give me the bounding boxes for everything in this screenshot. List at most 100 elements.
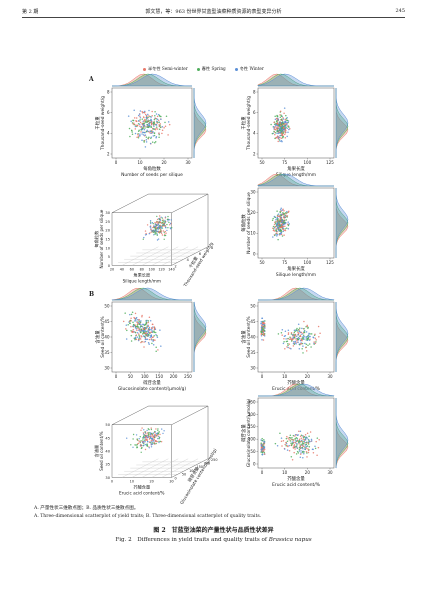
p7-point [134,444,136,446]
p3-point [148,233,150,235]
p3-xlabel-en: Silique length/mm [123,278,161,283]
p2-xtick-label: 125 [326,160,334,165]
p7-point [151,439,153,441]
p5-point [126,329,128,332]
p4-point [284,214,286,216]
p6-point [292,342,295,345]
p6-point [293,329,296,331]
p4-frame [257,187,335,259]
p5-point [141,333,144,335]
p1-point [144,127,146,129]
p3-xlabel-zh: 角果长度 [133,271,151,278]
p6-point [290,338,292,341]
p5-point [141,315,143,318]
p1-point [160,118,162,120]
p3-point [157,222,159,224]
p8-point [297,452,300,454]
p2-point [287,125,290,127]
p6-point [263,333,265,336]
p5-point [132,321,134,324]
p1-point [154,117,157,120]
p8-point [292,441,295,444]
p3-xtick-label: 80 [140,267,144,271]
p4-point [276,216,279,219]
p6-point [293,331,296,334]
p6-point [297,331,299,334]
p2-point [280,123,283,126]
p5-point [141,326,144,328]
p4-ytick-label: 20 [250,210,256,215]
p5-point [147,320,150,322]
p1-xtick-label: 0 [115,160,118,165]
p8-point [300,450,302,452]
p8-xtick-label: 30 [327,470,333,475]
p6-point [285,338,287,340]
p1-point [153,118,156,121]
p5-point [125,338,128,340]
p5-point [144,324,147,326]
p1-point [157,119,160,121]
legend-label-spring: 春性 Spring [201,66,226,71]
p1-point [145,117,148,120]
p1-point [141,127,144,130]
p1-point [150,119,152,121]
p3-point [146,224,149,226]
p8-point [261,448,264,450]
p1-point [134,125,137,128]
p6-point [304,336,306,338]
p8-point [261,451,264,454]
p5-point [142,331,145,334]
p2-point [282,132,284,134]
p2-point [283,112,285,115]
p2-point [280,115,283,117]
p6-point [260,320,263,323]
p5-point [145,334,147,336]
p7-point [142,437,144,439]
p8-point [303,436,306,438]
p2-ylabel-zh: 千粒重 [240,116,247,130]
p1-point [152,127,154,130]
p6-point [301,348,303,350]
p2-point [279,136,281,139]
p3-point [165,227,167,229]
p7-point [149,432,152,434]
p1-point [165,115,168,118]
p5-point [138,323,141,326]
p8-point [286,445,289,447]
p1-xtick-label: 30 [185,160,191,165]
p6-point [302,332,304,334]
p6-point [313,342,315,345]
p8-points [260,430,320,461]
p5-ytick-label: 45 [104,319,110,324]
p3-point [164,234,167,237]
header-rule [22,17,405,18]
p8-point [301,450,304,453]
p4-point [286,210,288,213]
caption-en-prefix: Fig. 2 Differences in yield traits and q… [115,537,269,543]
p2-point [277,132,280,135]
p3-point [163,220,165,222]
p6-point [297,336,300,339]
p3-point [162,219,164,221]
p5-points [122,311,162,352]
p7-point [143,436,145,439]
p5-point [138,338,140,341]
p6-point [287,344,289,347]
p3-point [154,221,156,224]
p1-point [156,122,158,124]
legend-swatch-spring [196,67,200,71]
p8-point [312,448,314,451]
p6-point [296,330,299,332]
p6-point [299,335,302,338]
p2-point [284,125,287,127]
p1-point [144,110,146,113]
p5-point [149,328,151,331]
p7-point [144,448,147,451]
p7-point [135,434,138,436]
p6-point [291,333,294,336]
p3-edge [171,193,209,213]
p1-point [143,111,146,114]
caption-zh: 图 2 甘蓝型油菜的产量性状与品质性状差异 [153,527,274,534]
p1-point [139,125,141,127]
